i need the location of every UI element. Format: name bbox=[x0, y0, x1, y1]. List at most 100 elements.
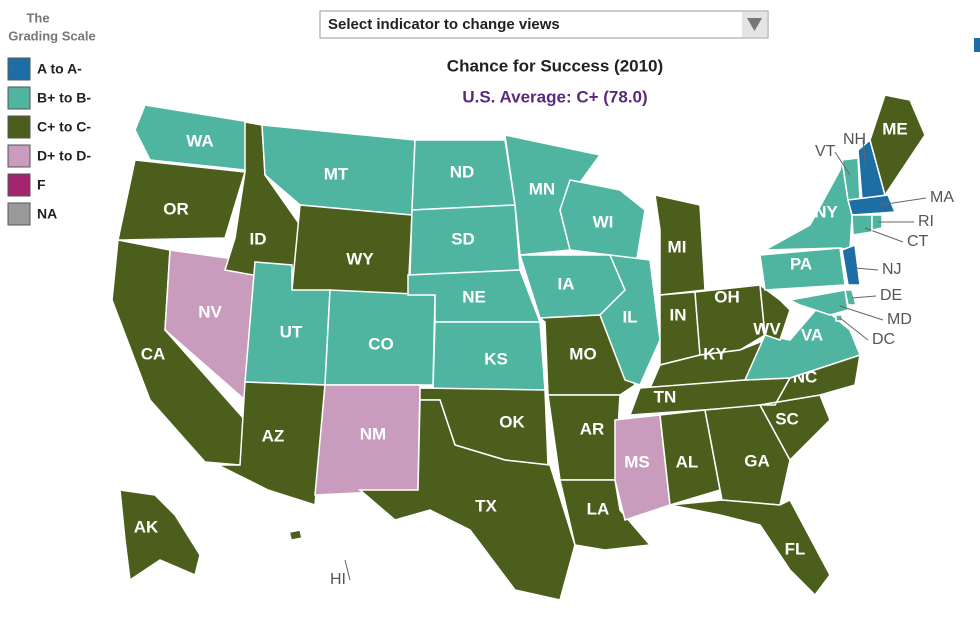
state-label: MO bbox=[569, 344, 596, 363]
state-label: OK bbox=[499, 412, 525, 431]
state-label: FL bbox=[785, 539, 806, 558]
state-label: UT bbox=[280, 322, 303, 341]
state-label: TN bbox=[654, 387, 677, 406]
state[interactable] bbox=[704, 404, 791, 506]
state-label: NE bbox=[462, 287, 486, 306]
leader-line bbox=[862, 139, 867, 171]
state[interactable] bbox=[787, 289, 849, 316]
state[interactable] bbox=[841, 243, 861, 286]
legend-swatch bbox=[7, 86, 31, 110]
state-label: AL bbox=[676, 452, 699, 471]
state-label: TX bbox=[475, 496, 497, 515]
state[interactable] bbox=[357, 399, 576, 601]
state[interactable] bbox=[669, 499, 831, 597]
state[interactable] bbox=[759, 283, 791, 341]
state-label: CT bbox=[907, 233, 929, 250]
legend: A to A- B+ to B- C+ to C- D+ to D- F NA bbox=[7, 57, 91, 226]
legend-label: B+ to B- bbox=[37, 90, 91, 106]
state-label: KY bbox=[703, 344, 727, 363]
legend-label: NA bbox=[37, 206, 57, 222]
state-label: NH bbox=[843, 131, 866, 148]
state[interactable] bbox=[759, 247, 846, 291]
state-label: NM bbox=[360, 424, 386, 443]
state-label: GA bbox=[744, 451, 770, 470]
state[interactable] bbox=[134, 104, 251, 171]
state[interactable] bbox=[847, 194, 897, 216]
legend-swatch bbox=[7, 115, 31, 139]
map-title: Chance for Success (2010) bbox=[447, 56, 663, 75]
leader-line bbox=[839, 305, 884, 321]
state-label: OR bbox=[163, 199, 189, 218]
state-label: WY bbox=[346, 249, 374, 268]
legend-swatch bbox=[7, 202, 31, 226]
state[interactable] bbox=[851, 214, 873, 236]
state[interactable] bbox=[599, 254, 661, 386]
state-label: MD bbox=[887, 311, 912, 328]
legend-title: Grading Scale bbox=[8, 28, 95, 43]
state-label: SD bbox=[451, 229, 475, 248]
state-label: SC bbox=[775, 409, 799, 428]
state-label: PA bbox=[790, 254, 812, 273]
state[interactable] bbox=[871, 214, 883, 231]
legend-label: D+ to D- bbox=[37, 148, 91, 164]
state[interactable] bbox=[659, 291, 701, 366]
state-label: CO bbox=[368, 334, 394, 353]
legend-title: The bbox=[26, 10, 49, 25]
state-label: HI bbox=[330, 571, 346, 588]
state-label: WA bbox=[186, 131, 213, 150]
state-label: NY bbox=[814, 202, 838, 221]
state-label: DE bbox=[880, 287, 902, 304]
state-label: OH bbox=[714, 287, 740, 306]
state-label: IA bbox=[558, 274, 575, 293]
state[interactable] bbox=[289, 529, 303, 541]
legend-swatch bbox=[7, 144, 31, 168]
leader-line bbox=[834, 151, 851, 176]
state-label: MN bbox=[529, 179, 555, 198]
legend-swatch bbox=[7, 173, 31, 197]
state-label: KS bbox=[484, 349, 508, 368]
state-label: NJ bbox=[882, 261, 902, 278]
leader-line bbox=[839, 317, 869, 341]
state-label: MA bbox=[930, 189, 954, 206]
state[interactable] bbox=[119, 489, 201, 582]
state-label: IL bbox=[622, 307, 637, 326]
state-label: CA bbox=[141, 344, 166, 363]
legend-swatch bbox=[7, 57, 31, 81]
state-label: VA bbox=[801, 325, 823, 344]
state-label: NV bbox=[198, 302, 222, 321]
state-label: RI bbox=[918, 213, 934, 230]
state[interactable] bbox=[869, 94, 926, 197]
legend-label: C+ to C- bbox=[37, 119, 91, 135]
state[interactable] bbox=[694, 284, 766, 356]
dropdown-label[interactable]: Select indicator to change views bbox=[328, 16, 560, 33]
state[interactable] bbox=[117, 159, 246, 241]
state-label: DC bbox=[872, 331, 895, 348]
state-label: AZ bbox=[262, 426, 285, 445]
map-subtitle: U.S. Average: C+ (78.0) bbox=[462, 87, 647, 106]
state[interactable] bbox=[764, 159, 853, 251]
state-label: WV bbox=[753, 319, 781, 338]
leader-line bbox=[851, 295, 877, 299]
leader-line bbox=[854, 267, 879, 271]
legend-label: A to A- bbox=[37, 61, 82, 77]
dropdown[interactable] bbox=[319, 10, 769, 39]
state-label: IN bbox=[670, 305, 687, 324]
state-label: ND bbox=[450, 162, 475, 181]
legend-label: F bbox=[37, 177, 46, 193]
state-label: ME bbox=[882, 119, 908, 138]
state-label: ID bbox=[250, 229, 267, 248]
state-label: VT bbox=[815, 143, 836, 160]
dropdown-arrow bbox=[747, 18, 762, 31]
state[interactable] bbox=[743, 303, 861, 381]
states: WA OR CA NV ID MT WY UT CO AZ NM ND SD NE KS OK TX MN IA MO… bbox=[111, 94, 954, 601]
leader-line bbox=[864, 227, 904, 243]
state-label: MS bbox=[624, 452, 650, 471]
state-label: MI bbox=[668, 237, 687, 256]
state-label: MT bbox=[324, 164, 349, 183]
state-label: WI bbox=[593, 212, 614, 231]
state-label: AR bbox=[580, 419, 605, 438]
state-label: LA bbox=[587, 499, 610, 518]
state[interactable] bbox=[835, 314, 843, 322]
